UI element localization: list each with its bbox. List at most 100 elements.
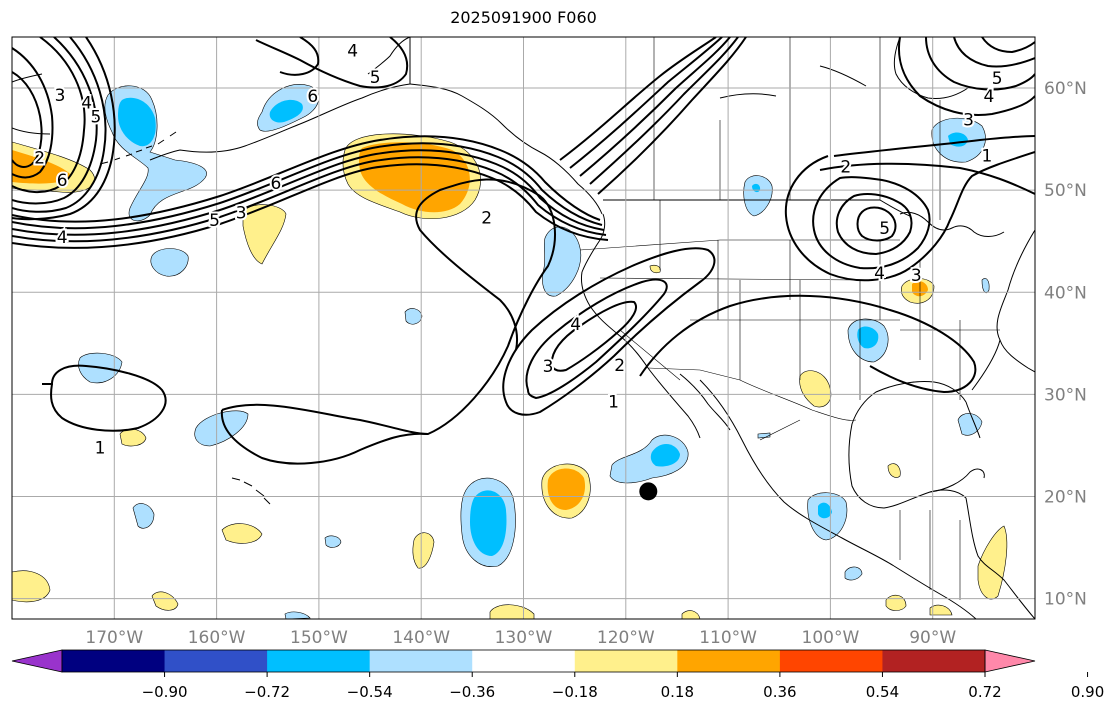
contour-line <box>579 37 731 177</box>
contour-label: 6 <box>307 87 318 107</box>
contour-lines <box>12 37 1035 465</box>
contour-label: 2 <box>840 158 851 178</box>
contour-line <box>221 178 556 436</box>
contour-line <box>255 37 409 89</box>
latitude-tick-label: 30°N <box>1044 385 1087 405</box>
negative-anomaly-core <box>470 490 507 556</box>
contour-label: 1 <box>95 438 106 458</box>
east-coastline <box>996 229 1035 373</box>
contour-label: 5 <box>992 69 1003 89</box>
colorbar-frame <box>61 649 986 673</box>
colorbar-max-extension <box>984 649 1036 673</box>
colorbar-tick-label: 0.18 <box>661 683 694 701</box>
colorbar-swatch <box>267 650 371 672</box>
positive-anomaly-area <box>242 204 287 265</box>
contour-line <box>981 37 1035 54</box>
mexico-west-coastline <box>699 379 895 567</box>
colorbar <box>11 649 1036 673</box>
contour-label: 5 <box>879 219 890 239</box>
contour-line <box>220 409 429 465</box>
longitude-tick-label: 130°W <box>495 628 553 648</box>
alaska-coastline <box>149 37 411 161</box>
colorbar-tick-label: −0.54 <box>347 683 393 701</box>
positive-anomaly-area <box>221 523 263 544</box>
anomaly-shading <box>12 84 1008 619</box>
latitude-tick-label: 60°N <box>1044 79 1087 99</box>
contour-label: 6 <box>271 174 282 194</box>
contour-line <box>12 37 116 221</box>
contour-label: 5 <box>90 108 101 128</box>
longitude-axis: 170°W 160°W 150°W 140°W 130°W 120°W 110°W 100°W… <box>85 628 956 648</box>
negative-anomaly-core <box>857 326 879 349</box>
contour-line <box>559 37 717 161</box>
contour-label: 4 <box>874 264 885 284</box>
longitude-tick-label: 140°W <box>392 628 450 648</box>
contour-label: 3 <box>963 111 974 131</box>
contour-line <box>953 37 1035 68</box>
contour-line <box>502 247 716 416</box>
contour-line <box>597 37 747 195</box>
positive-anomaly-area <box>649 264 661 274</box>
contour-line <box>550 300 637 372</box>
latitude-tick-label: 10°N <box>1044 590 1087 610</box>
contour-line <box>12 37 98 205</box>
positive-anomaly-core <box>547 468 586 510</box>
arctic-coastline <box>719 65 867 99</box>
negative-anomaly-area <box>404 308 423 325</box>
contour-label: 4 <box>57 228 68 248</box>
contour-label: 1 <box>608 393 619 413</box>
contour-label: 5 <box>370 68 381 88</box>
negative-anomaly-area <box>542 226 582 297</box>
negative-anomaly-core <box>269 99 303 123</box>
negative-anomaly-area <box>844 566 863 581</box>
latitude-axis: 60°N 50°N 40°N 30°N 20°N 10°N <box>1044 79 1087 610</box>
negative-anomaly-area <box>132 503 155 529</box>
longitude-tick-label: 100°W <box>802 628 860 648</box>
colorbar-min-extension <box>11 649 63 673</box>
negative-anomaly-area <box>757 432 771 439</box>
colorbar-tick-labels: −0.90 −0.72 −0.54 −0.36 −0.18 0.18 0.36 0.54 0.7… <box>142 672 1104 701</box>
contour-line <box>12 37 86 193</box>
aleutian-islands <box>99 131 177 165</box>
negative-anomaly-area <box>981 278 990 293</box>
contour-line <box>279 37 320 76</box>
florida-coastline <box>965 339 1001 439</box>
contour-line <box>833 135 1035 157</box>
contour-line <box>819 162 1035 195</box>
positive-anomaly-core <box>12 150 71 184</box>
contour-label: 5 <box>209 211 220 231</box>
negative-anomaly-area <box>284 611 311 619</box>
contour-label: 2 <box>614 356 625 376</box>
negative-anomaly-area <box>957 413 983 436</box>
positive-anomaly-area <box>12 570 51 603</box>
contour-line <box>925 37 1035 91</box>
contour-line <box>12 163 609 249</box>
longitude-tick-label: 170°W <box>85 628 143 648</box>
map-title: 2025091900 F060 <box>450 8 597 27</box>
hudson-bay-coastline <box>893 37 969 99</box>
negative-anomaly-area <box>324 535 342 548</box>
canada-province-borders <box>653 37 941 220</box>
colorbar-tick-label: −0.90 <box>142 683 188 701</box>
contour-line <box>812 176 931 270</box>
contour-line <box>12 47 54 179</box>
colorbar-swatch <box>369 650 473 672</box>
contour-label: 1 <box>982 146 993 166</box>
positive-anomaly-area <box>887 463 901 478</box>
negative-anomaly-area <box>150 248 189 277</box>
longitude-tick-label: 160°W <box>188 628 246 648</box>
contour-line <box>42 364 167 432</box>
latitude-tick-label: 40°N <box>1044 283 1087 303</box>
latitude-tick-label: 50°N <box>1044 181 1087 201</box>
positive-anomaly-area <box>412 532 435 569</box>
gulf-coastline <box>848 381 967 509</box>
colorbar-swatch <box>882 650 986 672</box>
colorbar-swatch <box>472 650 576 672</box>
contour-line <box>12 71 43 168</box>
longitude-tick-label: 90°W <box>909 628 956 648</box>
yucatan-coastline <box>929 468 985 493</box>
contour-label: 3 <box>236 204 247 224</box>
colorbar-tick-label: −0.72 <box>244 683 290 701</box>
